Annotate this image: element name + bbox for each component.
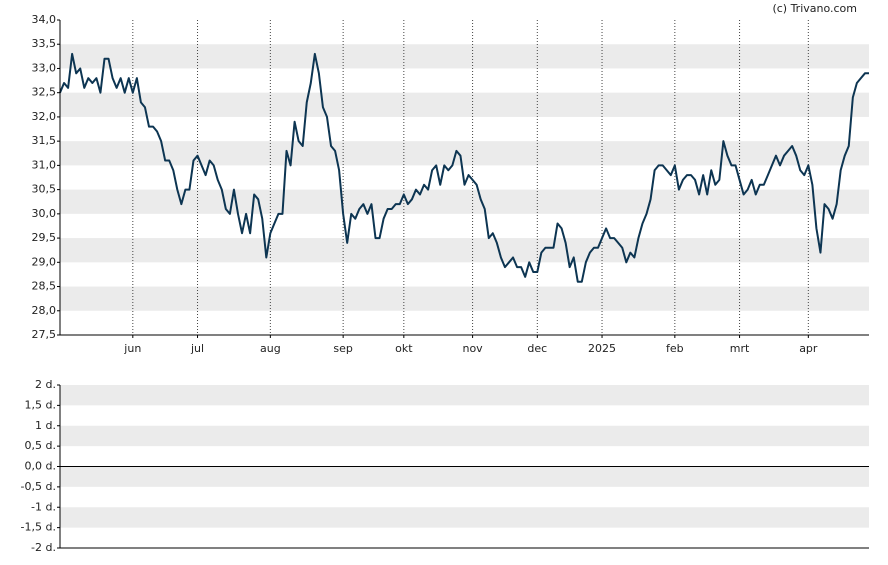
grid-band (60, 425, 869, 447)
y-tick-label: 33,0 (32, 61, 57, 74)
price-line (59, 52, 869, 283)
x-tick-label: jun (123, 342, 141, 355)
x-tick-label: aug (260, 342, 281, 355)
y-tick-label: 29,0 (32, 255, 57, 268)
y-tick-label: 31,0 (32, 158, 57, 171)
x-tick-label: sep (333, 342, 352, 355)
y-tick-label: 32,0 (32, 110, 57, 123)
y-tick-label: -2 d. (31, 541, 56, 554)
y-tick-label: 28,5 (32, 280, 57, 293)
y-tick-label: -0,5 d. (21, 480, 56, 493)
grid-band (60, 507, 869, 528)
x-tick-label: nov (462, 342, 483, 355)
grid-band (60, 44, 869, 69)
x-tick-label: 2025 (588, 342, 616, 355)
y-tick-label: 32,5 (32, 86, 57, 99)
y-tick-label: 1 d. (35, 419, 56, 432)
y-tick-label: 34,0 (32, 13, 57, 26)
grid-band (60, 238, 869, 263)
grid-band (60, 385, 869, 406)
y-tick-label: 30,0 (32, 207, 57, 220)
grid-band (60, 466, 869, 487)
x-tick-label: apr (799, 342, 818, 355)
y-tick-label: -1 d. (31, 500, 56, 513)
grid-band (60, 189, 869, 214)
x-tick-label: dec (527, 342, 547, 355)
x-tick-label: mrt (730, 342, 750, 355)
y-tick-label: 29,5 (32, 231, 57, 244)
y-tick-label: 31,5 (32, 134, 57, 147)
x-tick-label: jul (190, 342, 204, 355)
grid-band (60, 141, 869, 166)
source-credit: (c) Trivano.com (772, 2, 857, 15)
y-tick-label: 0,0 d. (25, 460, 56, 473)
grid-band (60, 92, 869, 117)
x-tick-label: feb (666, 342, 684, 355)
y-tick-label: 30,5 (32, 183, 57, 196)
x-tick-label: okt (395, 342, 413, 355)
y-tick-label: 28,0 (32, 304, 57, 317)
y-tick-label: -1,5 d. (21, 521, 56, 534)
y-tick-label: 1,5 d. (25, 398, 56, 411)
grid-band (60, 286, 869, 311)
y-tick-label: 27,5 (32, 328, 57, 341)
y-tick-label: 2 d. (35, 378, 56, 391)
y-tick-label: 33,5 (32, 37, 57, 50)
y-tick-label: 0,5 d. (25, 439, 56, 452)
